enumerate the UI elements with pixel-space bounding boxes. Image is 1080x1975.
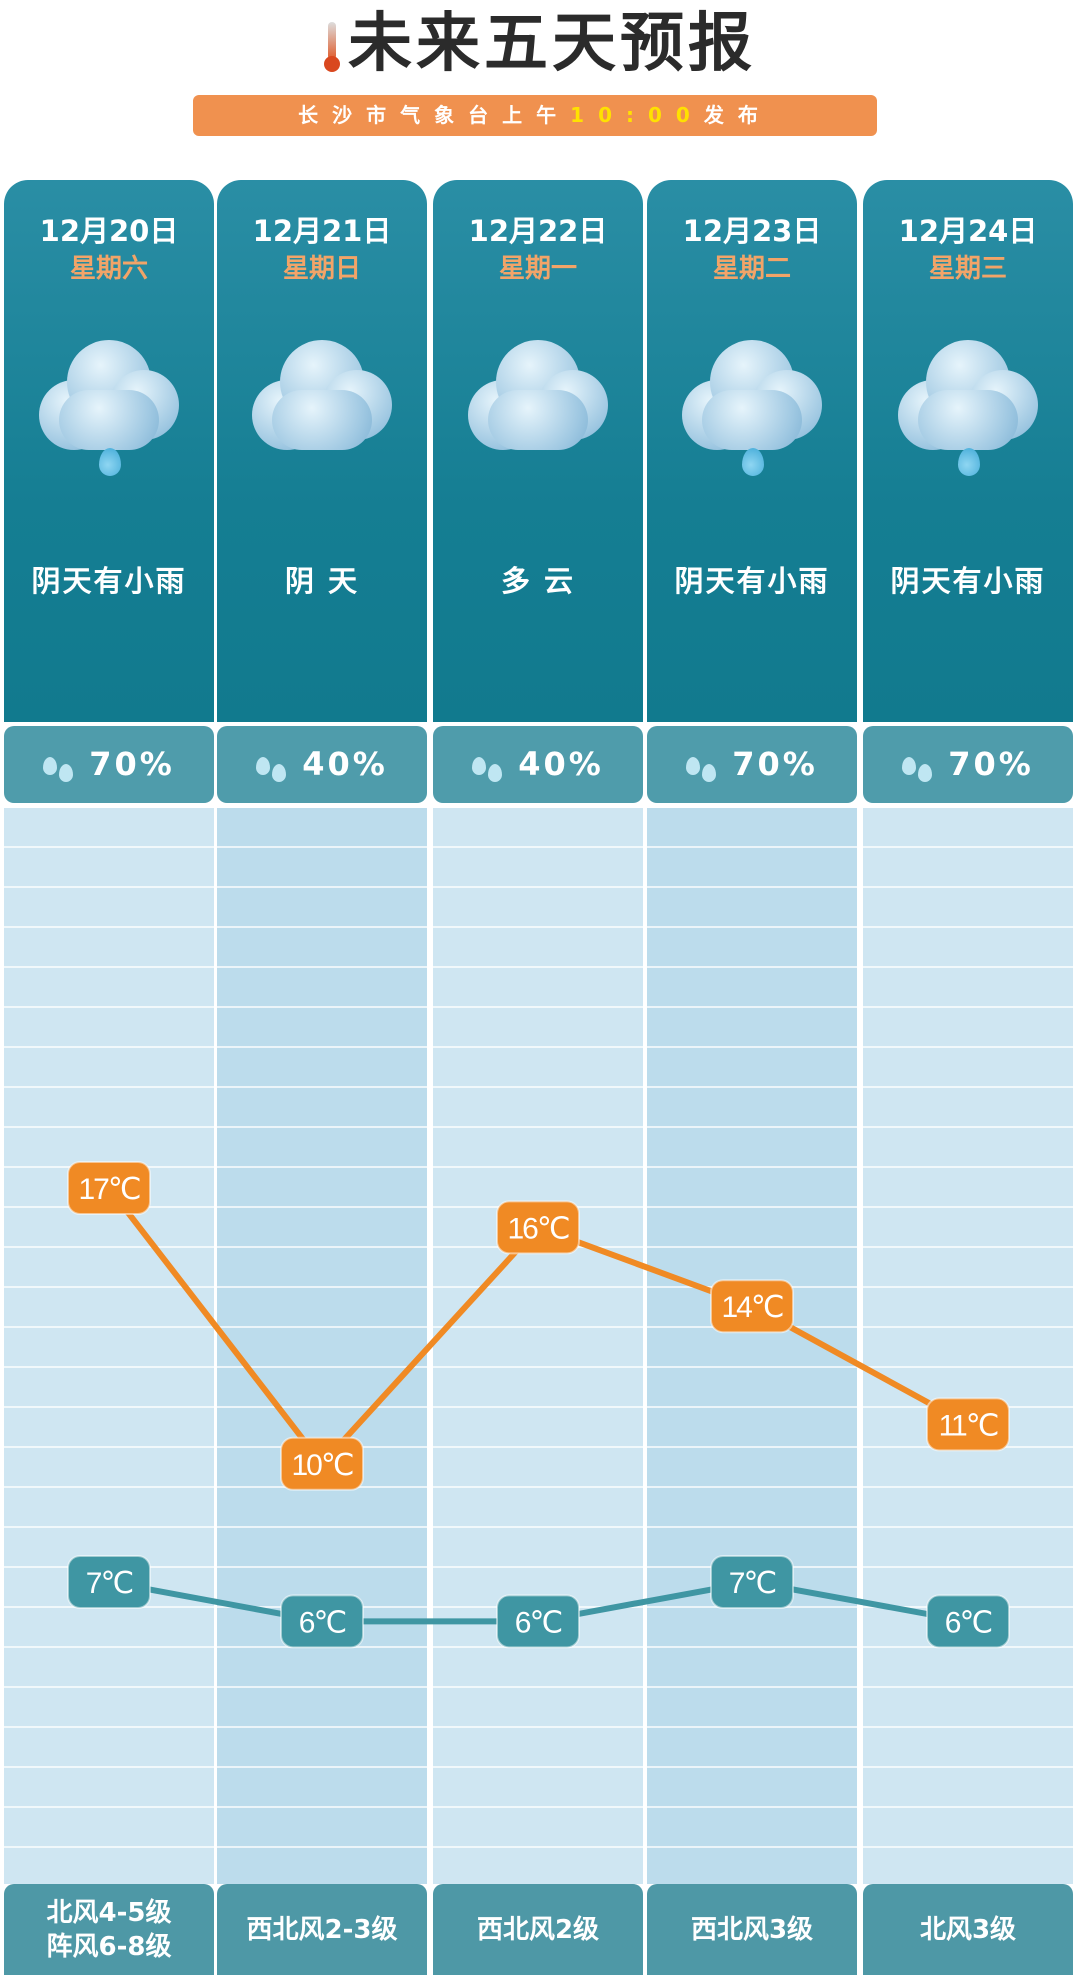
weather-desc: 阴 天	[284, 564, 360, 598]
low-temp-label: 6℃	[515, 1606, 562, 1639]
low-temp-marker	[926, 1594, 1010, 1649]
day-card: 12月21日 星期日 阴 天	[217, 180, 427, 722]
date: 12月21日	[252, 214, 392, 248]
raindrops-icon	[472, 745, 504, 783]
high-temp-label: 17℃	[78, 1173, 139, 1206]
cloud-icon	[252, 340, 392, 450]
low-temp-marker	[67, 1555, 151, 1609]
high-temp-marker	[926, 1397, 1010, 1452]
low-temp-label: 6℃	[945, 1606, 992, 1639]
rain-chance-value: 40%	[518, 745, 604, 783]
weather-desc: 阴天有小雨	[674, 564, 830, 598]
date: 12月24日	[898, 214, 1038, 248]
rain-chance: 70%	[4, 726, 214, 803]
low-temp-marker	[710, 1555, 794, 1609]
weather-desc: 阴天有小雨	[890, 564, 1046, 598]
publisher: 长沙市气象台上午	[298, 103, 571, 127]
date: 12月20日	[39, 214, 179, 248]
raindrops-icon	[256, 745, 288, 783]
weekday: 星期三	[928, 254, 1007, 284]
low-temp-label: 7℃	[86, 1567, 133, 1600]
thermometer-icon	[324, 22, 340, 73]
wind: 西北风3级	[647, 1884, 857, 1975]
high-temp-marker	[67, 1161, 151, 1215]
rain-chance: 40%	[433, 726, 643, 803]
chart-column	[217, 808, 427, 1884]
wind: 西北风2级	[433, 1884, 643, 1975]
high-temp-label: 16℃	[507, 1212, 568, 1245]
low-temp-marker	[496, 1594, 580, 1649]
high-temp-label: 10℃	[291, 1449, 352, 1482]
high-temp-marker	[710, 1279, 794, 1334]
day-card: 12月22日 星期一 多 云	[433, 180, 643, 722]
rain-chance: 40%	[217, 726, 427, 803]
raindrop-icon	[99, 448, 121, 476]
weekday: 星期二	[712, 254, 791, 284]
high-temp-label: 11℃	[939, 1409, 998, 1442]
low-temp-marker	[280, 1594, 364, 1649]
date: 12月22日	[468, 214, 608, 248]
cloud-rain-icon	[682, 340, 822, 450]
publish-time: 10:00	[570, 103, 704, 127]
day-card: 12月23日 星期二 阴天有小雨	[647, 180, 857, 722]
low-temp-label: 6℃	[299, 1606, 346, 1639]
weekday: 星期六	[69, 254, 148, 284]
publish-suffix: 发布	[703, 103, 772, 127]
raindrops-icon	[43, 745, 75, 783]
cloud-rain-icon	[898, 340, 1038, 450]
page-title: 未来五天预报	[0, 4, 1080, 84]
weekday: 星期日	[282, 254, 361, 284]
raindrop-icon	[742, 448, 764, 476]
chart-column	[4, 808, 214, 1884]
raindrops-icon	[902, 745, 934, 783]
cloud-icon	[468, 340, 608, 450]
raindrops-icon	[686, 745, 718, 783]
cloud-rain-icon	[39, 340, 179, 450]
chart-column	[433, 808, 643, 1884]
low-temp-label: 7℃	[729, 1567, 776, 1600]
weather-desc: 多 云	[500, 564, 576, 598]
title-text: 未来五天预报	[348, 7, 756, 81]
wind: 北风3级	[863, 1884, 1073, 1975]
rain-chance-value: 70%	[89, 745, 175, 783]
rain-chance-value: 70%	[732, 745, 818, 783]
high-temp-label: 14℃	[721, 1291, 782, 1324]
date: 12月23日	[682, 214, 822, 248]
wind: 西北风2-3级	[217, 1884, 427, 1975]
rain-chance: 70%	[863, 726, 1073, 803]
day-card: 12月24日 星期三 阴天有小雨	[863, 180, 1073, 722]
rain-chance-value: 70%	[948, 745, 1034, 783]
high-temp-marker	[496, 1200, 580, 1255]
publish-banner: 长沙市气象台上午10:00发布	[193, 95, 877, 136]
raindrop-icon	[958, 448, 980, 476]
weather-desc: 阴天有小雨	[31, 564, 187, 598]
wind: 北风4-5级 阵风6-8级	[4, 1884, 214, 1975]
weekday: 星期一	[498, 254, 577, 284]
high-temp-marker	[280, 1436, 364, 1491]
day-card: 12月20日 星期六 阴天有小雨	[4, 180, 214, 722]
chart-column	[863, 808, 1073, 1884]
rain-chance: 70%	[647, 726, 857, 803]
rain-chance-value: 40%	[302, 745, 388, 783]
